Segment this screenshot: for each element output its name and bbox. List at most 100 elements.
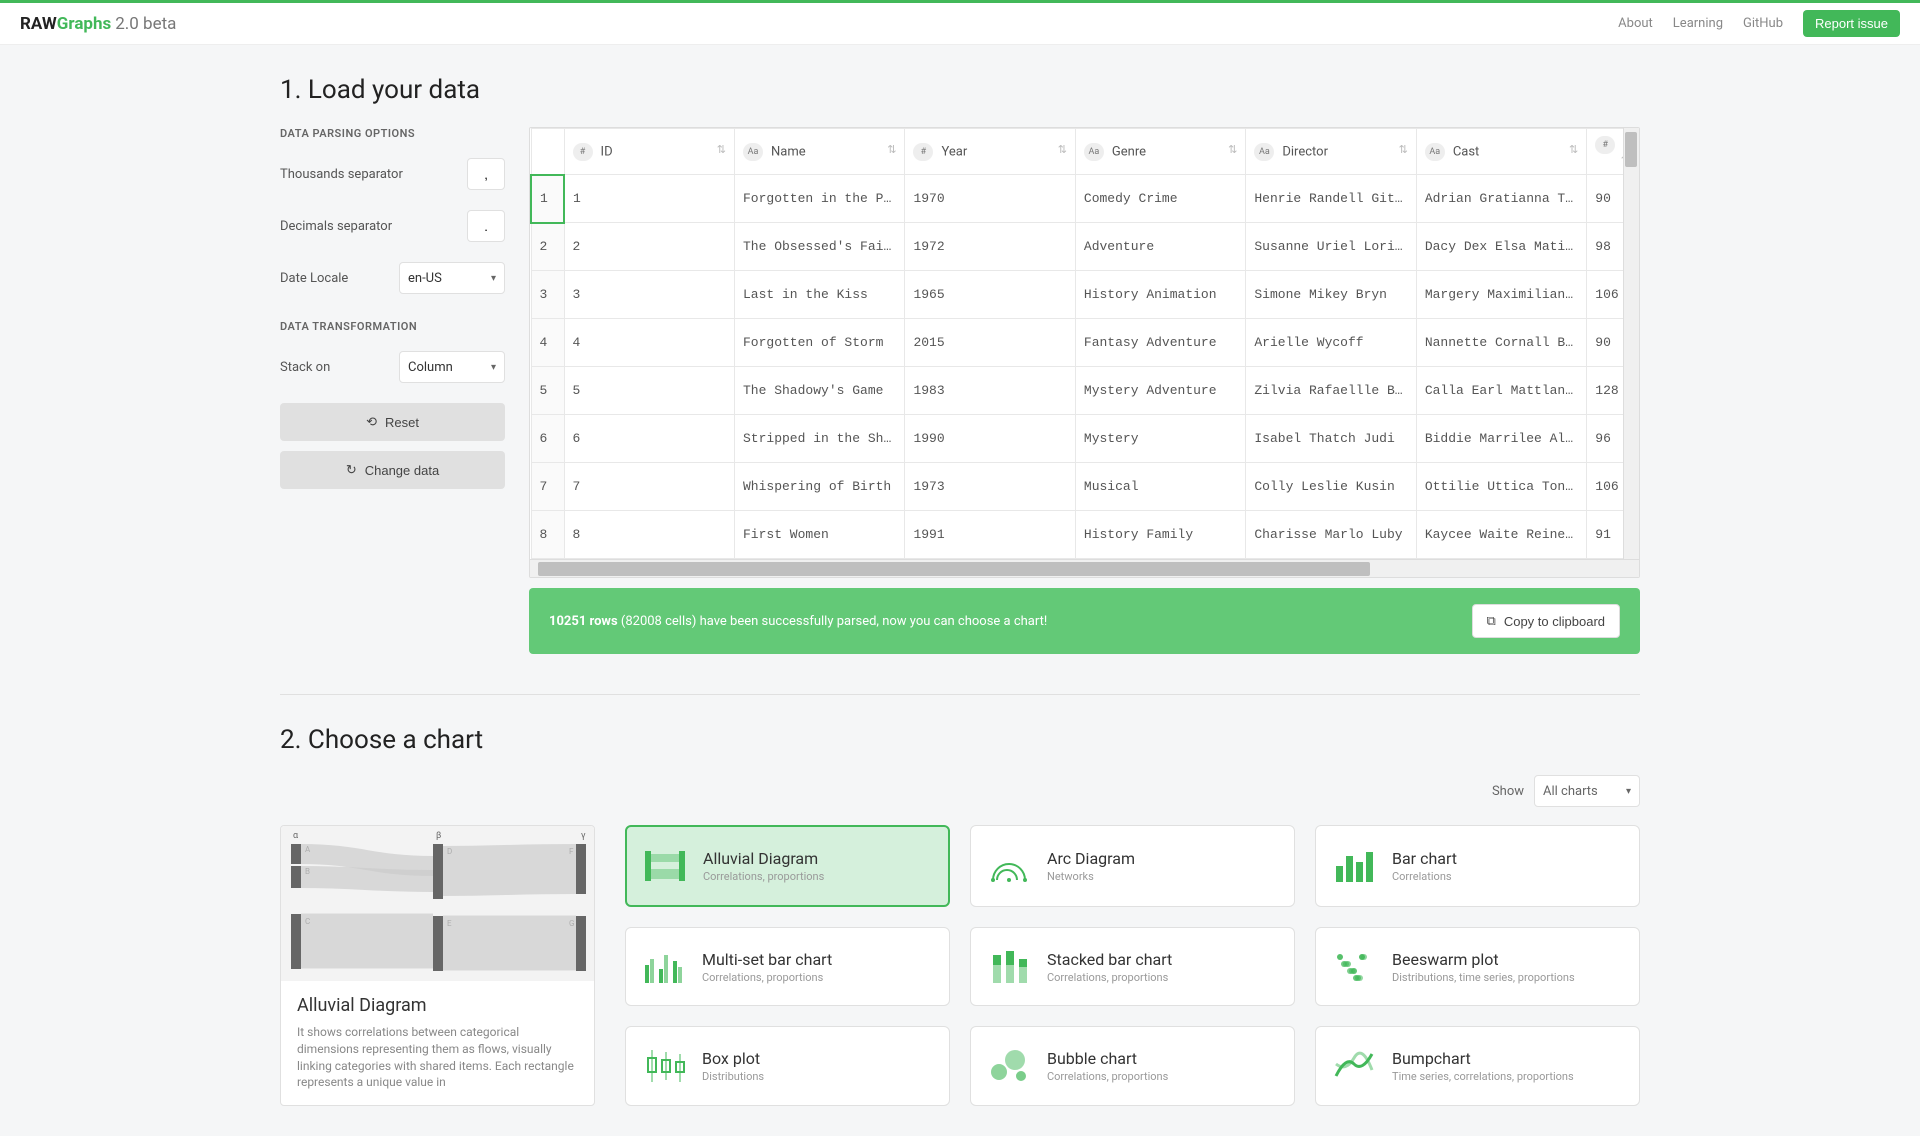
table-cell[interactable]: Arielle Wycoff xyxy=(1246,319,1416,367)
chart-card-multibar[interactable]: Multi-set bar chartCorrelations, proport… xyxy=(625,927,950,1007)
vertical-scrollbar[interactable] xyxy=(1623,128,1639,559)
sort-icon[interactable]: ⇅ xyxy=(887,143,896,156)
table-cell[interactable]: 5 xyxy=(564,367,734,415)
table-cell[interactable]: The Obsessed's Fairy xyxy=(735,223,905,271)
table-cell[interactable]: Kaycee Waite Reiner A xyxy=(1416,511,1586,559)
change-data-button[interactable]: ↻ Change data xyxy=(280,451,505,489)
row-index[interactable]: 8 xyxy=(531,511,564,559)
table-row[interactable]: 11Forgotten in the Plan1970Comedy CrimeH… xyxy=(531,175,1639,223)
reset-button[interactable]: ⟲ Reset xyxy=(280,403,505,441)
table-cell[interactable]: Zilvia Rafaellle Buch xyxy=(1246,367,1416,415)
scrollbar-thumb[interactable] xyxy=(1625,132,1637,167)
row-index[interactable]: 6 xyxy=(531,415,564,463)
table-cell[interactable]: Margery Maximilianus xyxy=(1416,271,1586,319)
table-row[interactable]: 22The Obsessed's Fairy1972AdventureSusan… xyxy=(531,223,1639,271)
copy-clipboard-button[interactable]: ⧉ Copy to clipboard xyxy=(1472,604,1620,638)
table-cell[interactable]: 1 xyxy=(564,175,734,223)
scrollbar-thumb[interactable] xyxy=(538,562,1370,576)
column-header[interactable]: AaGenre⇅ xyxy=(1075,129,1245,175)
table-row[interactable]: 66Stripped in the Sharc1990MysteryIsabel… xyxy=(531,415,1639,463)
table-cell[interactable]: Susanne Uriel Lorimer xyxy=(1246,223,1416,271)
table-row[interactable]: 88First Women1991History FamilyCharisse … xyxy=(531,511,1639,559)
table-cell[interactable]: 1972 xyxy=(905,223,1075,271)
table-cell[interactable]: 1990 xyxy=(905,415,1075,463)
date-locale-select[interactable]: en-US ▾ xyxy=(399,262,505,294)
table-cell[interactable]: Nannette Cornall Bask xyxy=(1416,319,1586,367)
column-header[interactable]: #Year⇅ xyxy=(905,129,1075,175)
column-header[interactable]: AaDirector⇅ xyxy=(1246,129,1416,175)
chart-card-beeswarm[interactable]: Beeswarm plotDistributions, time series,… xyxy=(1315,927,1640,1007)
table-cell[interactable]: Colly Leslie Kusin xyxy=(1246,463,1416,511)
nav-learning[interactable]: Learning xyxy=(1673,16,1723,31)
sort-icon[interactable]: ⇅ xyxy=(1569,143,1578,156)
chart-filter-select[interactable]: All charts ▾ xyxy=(1534,775,1640,807)
table-cell[interactable]: First Women xyxy=(735,511,905,559)
table-cell[interactable]: 2015 xyxy=(905,319,1075,367)
table-cell[interactable]: 2 xyxy=(564,223,734,271)
table-row[interactable]: 44Forgotten of Storm2015Fantasy Adventur… xyxy=(531,319,1639,367)
table-cell[interactable]: 1965 xyxy=(905,271,1075,319)
sort-icon[interactable]: ⇅ xyxy=(717,143,726,156)
chart-card-bump[interactable]: BumpchartTime series, correlations, prop… xyxy=(1315,1026,1640,1106)
nav-about[interactable]: About xyxy=(1618,16,1653,31)
table-cell[interactable]: 6 xyxy=(564,415,734,463)
table-cell[interactable]: 1970 xyxy=(905,175,1075,223)
sort-icon[interactable]: ⇅ xyxy=(1058,143,1067,156)
table-cell[interactable]: Adrian Gratianna Tani xyxy=(1416,175,1586,223)
sort-icon[interactable]: ⇅ xyxy=(1399,143,1408,156)
chart-card-alluvial[interactable]: Alluvial DiagramCorrelations, proportion… xyxy=(625,825,950,907)
table-cell[interactable]: 1983 xyxy=(905,367,1075,415)
chart-card-bar[interactable]: Bar chartCorrelations xyxy=(1315,825,1640,907)
table-cell[interactable]: History Animation xyxy=(1075,271,1245,319)
table-cell[interactable]: Fantasy Adventure xyxy=(1075,319,1245,367)
table-cell[interactable]: 8 xyxy=(564,511,734,559)
chart-card-stacked[interactable]: Stacked bar chartCorrelations, proportio… xyxy=(970,927,1295,1007)
column-header[interactable]: AaCast⇅ xyxy=(1416,129,1586,175)
table-cell[interactable]: 3 xyxy=(564,271,734,319)
table-cell[interactable]: Musical xyxy=(1075,463,1245,511)
table-row[interactable]: 33Last in the Kiss1965History AnimationS… xyxy=(531,271,1639,319)
table-cell[interactable]: Isabel Thatch Judi xyxy=(1246,415,1416,463)
table-cell[interactable]: Forgotten in the Plan xyxy=(735,175,905,223)
table-cell[interactable]: 7 xyxy=(564,463,734,511)
table-cell[interactable]: Simone Mikey Bryn xyxy=(1246,271,1416,319)
table-cell[interactable]: Forgotten of Storm xyxy=(735,319,905,367)
table-cell[interactable]: Biddie Marrilee Alice xyxy=(1416,415,1586,463)
chart-card-bubble[interactable]: Bubble chartCorrelations, proportions xyxy=(970,1026,1295,1106)
table-cell[interactable]: 1991 xyxy=(905,511,1075,559)
table-row[interactable]: 55The Shadowy's Game1983Mystery Adventur… xyxy=(531,367,1639,415)
table-cell[interactable]: Dacy Dex Elsa Matilde xyxy=(1416,223,1586,271)
table-cell[interactable]: Charisse Marlo Luby xyxy=(1246,511,1416,559)
table-cell[interactable]: Whispering of Birth xyxy=(735,463,905,511)
report-issue-button[interactable]: Report issue xyxy=(1803,10,1900,37)
table-cell[interactable]: Adventure xyxy=(1075,223,1245,271)
horizontal-scrollbar[interactable] xyxy=(530,559,1639,577)
column-header[interactable]: #ID⇅ xyxy=(564,129,734,175)
nav-github[interactable]: GitHub xyxy=(1743,16,1783,31)
chart-card-box[interactable]: Box plotDistributions xyxy=(625,1026,950,1106)
table-cell[interactable]: Mystery xyxy=(1075,415,1245,463)
column-header[interactable]: AaName⇅ xyxy=(735,129,905,175)
table-cell[interactable]: Comedy Crime xyxy=(1075,175,1245,223)
sort-icon[interactable]: ⇅ xyxy=(1228,143,1237,156)
table-cell[interactable]: 1973 xyxy=(905,463,1075,511)
table-cell[interactable]: Last in the Kiss xyxy=(735,271,905,319)
row-index[interactable]: 4 xyxy=(531,319,564,367)
logo[interactable]: RAWGraphs2.0 beta xyxy=(20,14,176,34)
row-index[interactable]: 3 xyxy=(531,271,564,319)
chart-card-arc[interactable]: Arc DiagramNetworks xyxy=(970,825,1295,907)
table-cell[interactable]: Henrie Randell Gither xyxy=(1246,175,1416,223)
table-cell[interactable]: Mystery Adventure xyxy=(1075,367,1245,415)
table-cell[interactable]: The Shadowy's Game xyxy=(735,367,905,415)
table-row[interactable]: 77Whispering of Birth1973MusicalColly Le… xyxy=(531,463,1639,511)
table-cell[interactable]: Stripped in the Sharc xyxy=(735,415,905,463)
table-cell[interactable]: Calla Earl Mattland S xyxy=(1416,367,1586,415)
row-index[interactable]: 7 xyxy=(531,463,564,511)
row-index[interactable]: 5 xyxy=(531,367,564,415)
table-cell[interactable]: History Family xyxy=(1075,511,1245,559)
thousands-input[interactable] xyxy=(467,158,505,190)
decimals-input[interactable] xyxy=(467,210,505,242)
table-cell[interactable]: 4 xyxy=(564,319,734,367)
row-index[interactable]: 2 xyxy=(531,223,564,271)
row-index[interactable]: 1 xyxy=(531,175,564,223)
